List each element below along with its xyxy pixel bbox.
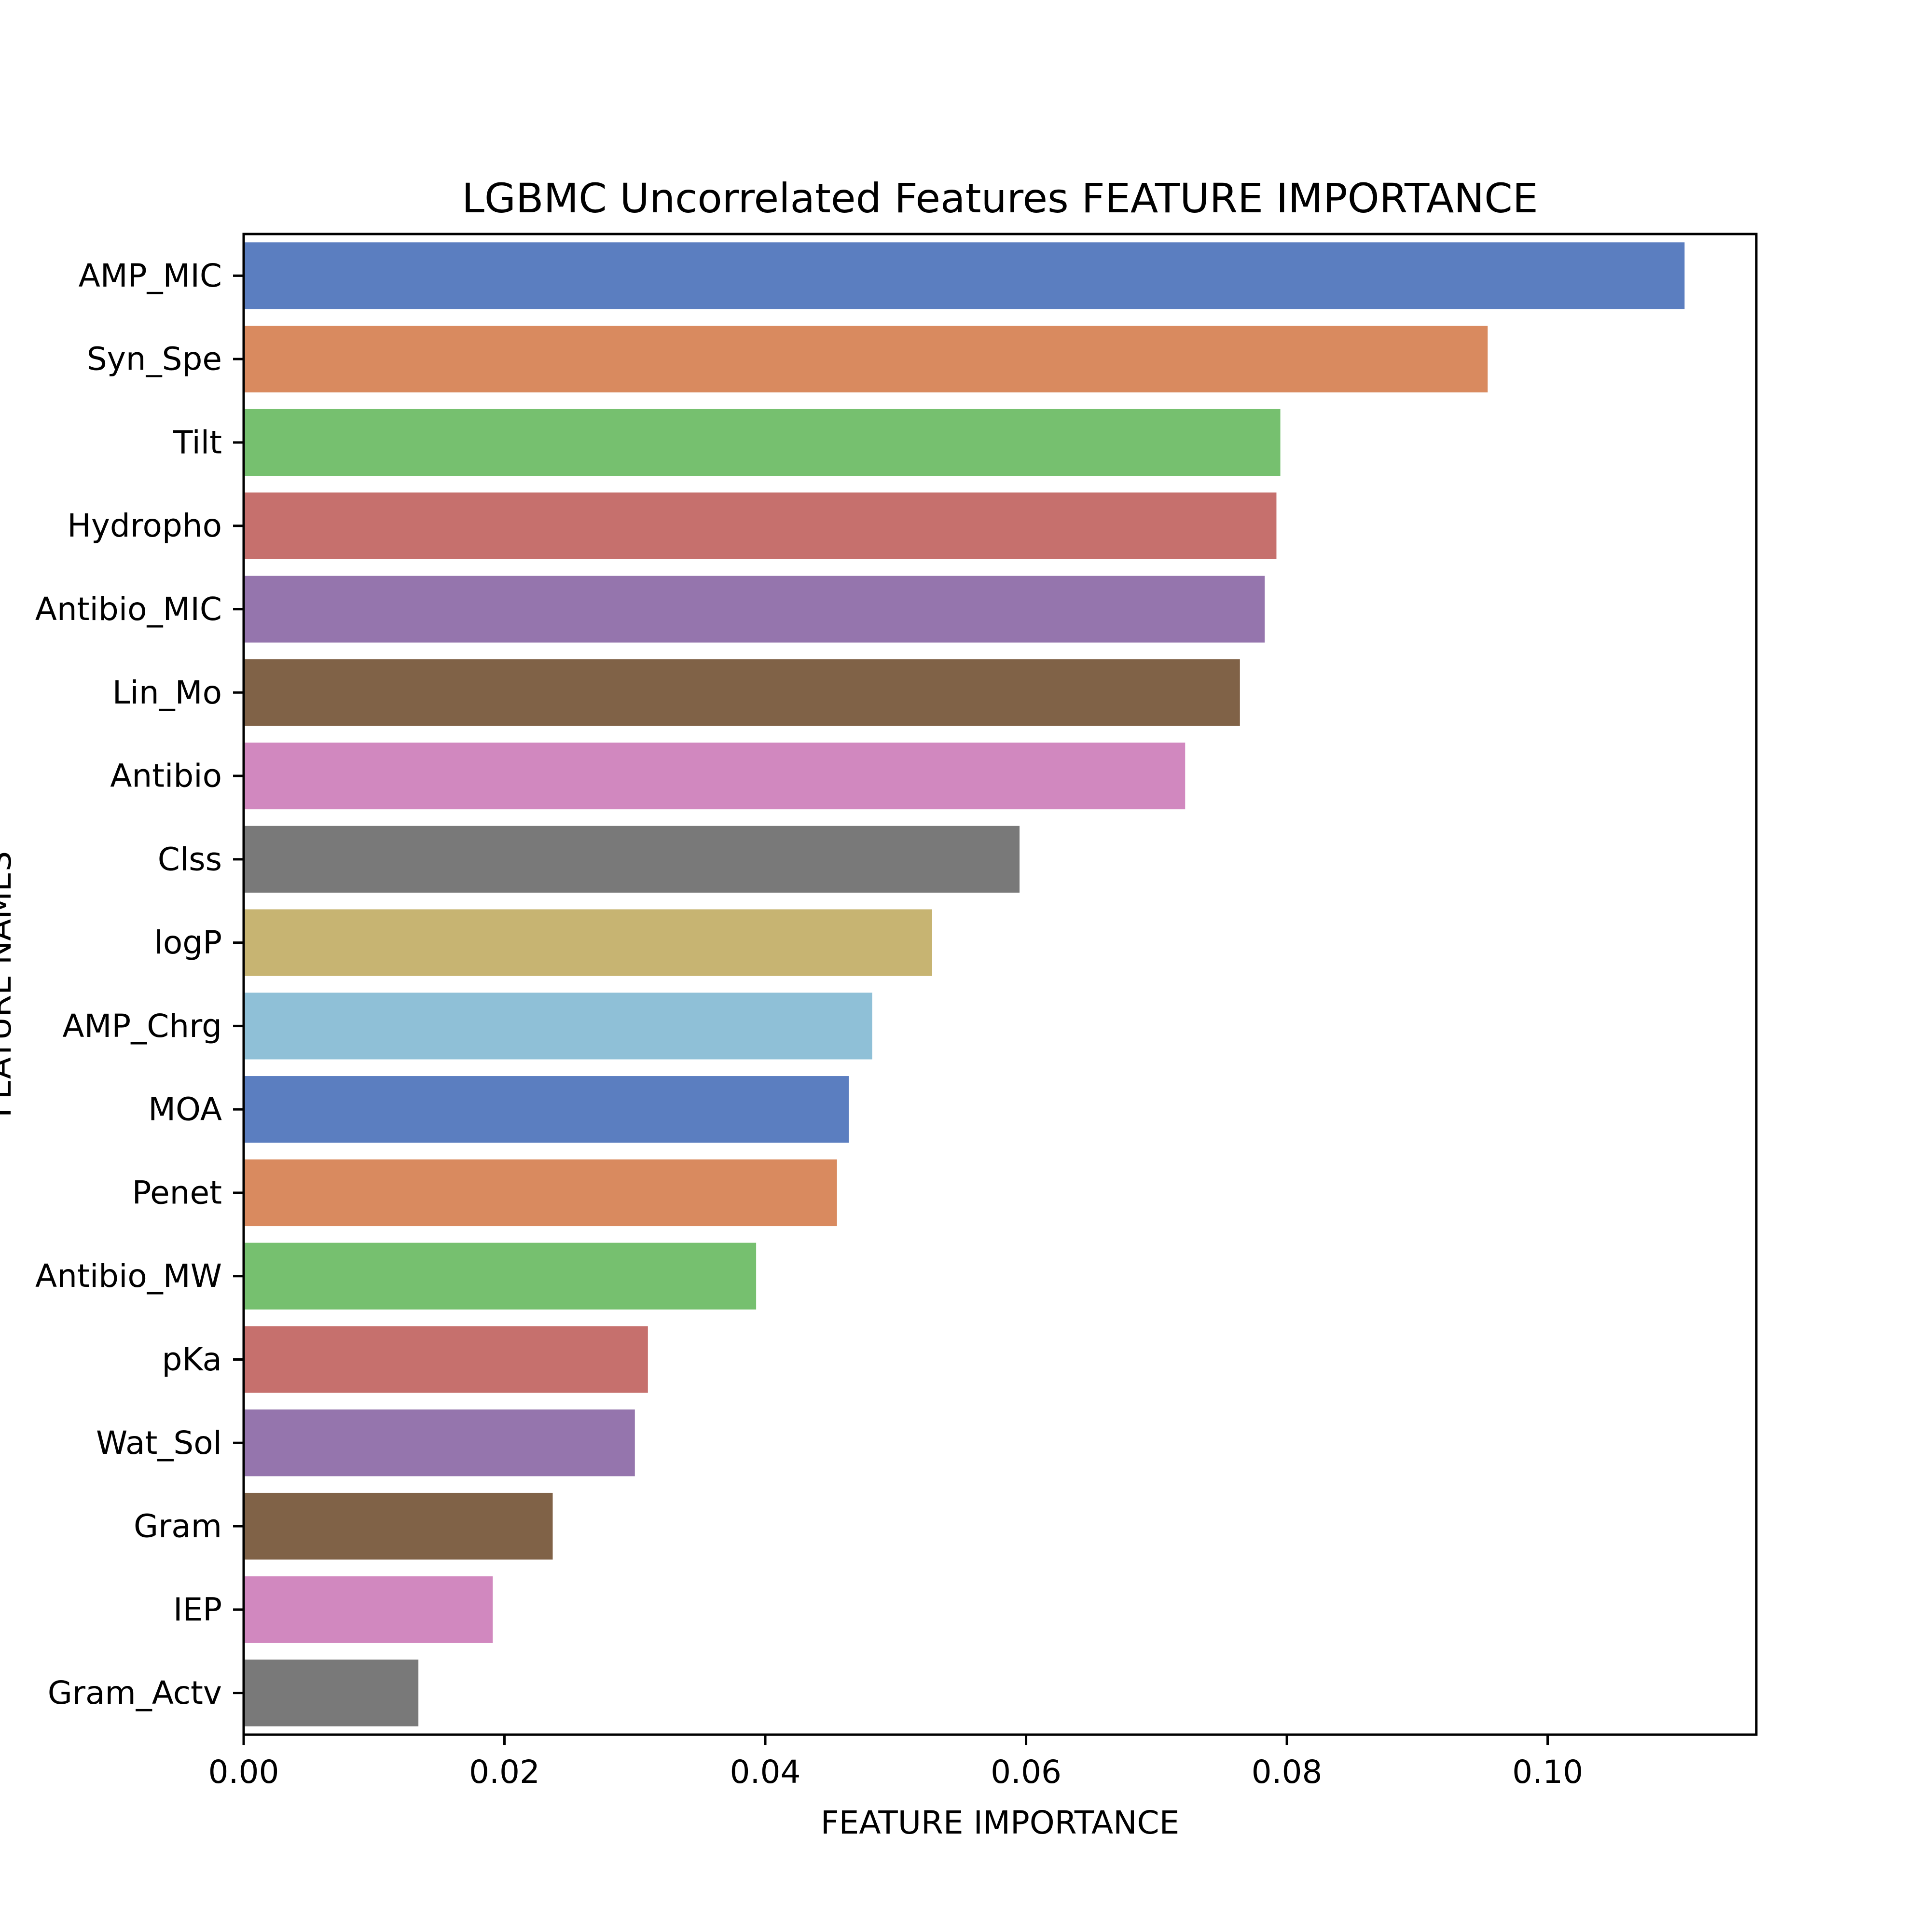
y-tick-label: Antibio_MW [35,1257,222,1295]
y-tick-label: Antibio [110,758,222,795]
y-tick-label: Clss [158,841,222,878]
bar-lin-mo [244,659,1240,726]
y-tick-label: Penet [132,1174,222,1211]
y-tick-label: IEP [173,1591,222,1628]
bar-moa [244,1076,849,1143]
y-tick-label: Tilt [173,424,222,461]
y-tick-label: Antibio_MIC [35,591,222,628]
bar-tilt [244,409,1281,476]
bar-wat-sol [244,1409,635,1477]
y-tick-label: Gram_Actv [48,1674,222,1711]
bar-antibio-mic [244,576,1265,643]
x-tick-label: 0.02 [469,1753,540,1791]
x-axis-label: FEATURE IMPORTANCE [821,1804,1180,1841]
x-tick-label: 0.00 [208,1753,279,1791]
y-tick-label: AMP_MIC [79,257,222,294]
x-tick-label: 0.08 [1252,1753,1323,1791]
ticks-layer: AMP_MIC Syn_Spe Tilt Hydropho Antibio_MIC Lin… [35,257,1583,1791]
bar-iep [244,1576,493,1643]
bar-pka [244,1326,648,1393]
bar-clss [244,826,1020,893]
bar-syn-spe [244,326,1488,393]
y-tick-label: Hydropho [67,507,222,544]
x-tick-label: 0.06 [991,1753,1062,1791]
y-tick-label: MOA [148,1091,222,1128]
y-tick-label: AMP_Chrg [62,1007,222,1045]
y-tick-label: Lin_Mo [112,674,222,711]
plot-frame [242,233,1758,1736]
bar-gram-actv [244,1659,419,1726]
y-tick-label: logP [154,924,222,961]
bar-amp-mic [244,242,1685,309]
bars-layer [244,242,1685,1726]
bar-amp-chrg [244,993,872,1060]
x-tick-label: 0.10 [1512,1753,1583,1791]
x-tick-label: 0.04 [730,1753,801,1791]
y-axis-label: FEATURE NAMES [0,851,18,1118]
y-tick-label: Syn_Spe [87,341,222,378]
bar-hydropho [244,492,1277,559]
bar-logp [244,909,932,976]
y-tick-label: Gram [134,1508,222,1545]
bar-antibio [244,742,1186,810]
bar-penet [244,1159,837,1227]
bar-gram [244,1492,553,1560]
y-tick-label: Wat_Sol [96,1424,222,1462]
y-tick-label: pKa [162,1341,222,1378]
bar-antibio-mw [244,1242,757,1310]
chart-title: LGBMC Uncorrelated Features FEATURE IMPO… [462,175,1538,222]
